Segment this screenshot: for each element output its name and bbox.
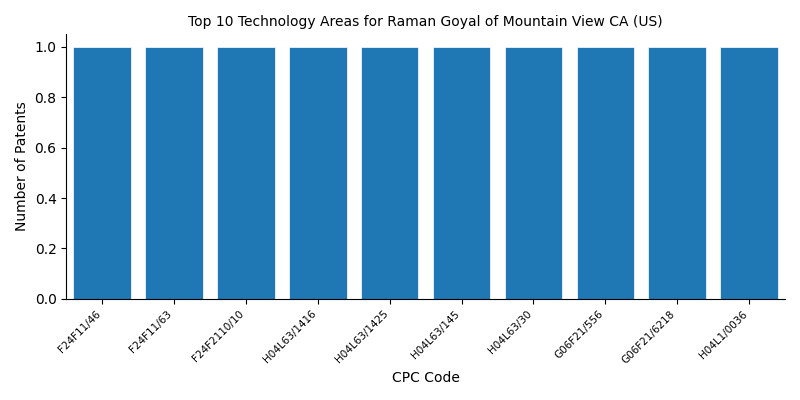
X-axis label: CPC Code: CPC Code (392, 371, 459, 385)
Bar (433, 47, 490, 299)
Bar (74, 47, 131, 299)
Bar (361, 47, 418, 299)
Bar (146, 47, 203, 299)
Bar (577, 47, 634, 299)
Bar (649, 47, 706, 299)
Bar (218, 47, 274, 299)
Bar (720, 47, 778, 299)
Title: Top 10 Technology Areas for Raman Goyal of Mountain View CA (US): Top 10 Technology Areas for Raman Goyal … (188, 15, 663, 29)
Y-axis label: Number of Patents: Number of Patents (15, 102, 29, 232)
Bar (289, 47, 346, 299)
Bar (505, 47, 562, 299)
